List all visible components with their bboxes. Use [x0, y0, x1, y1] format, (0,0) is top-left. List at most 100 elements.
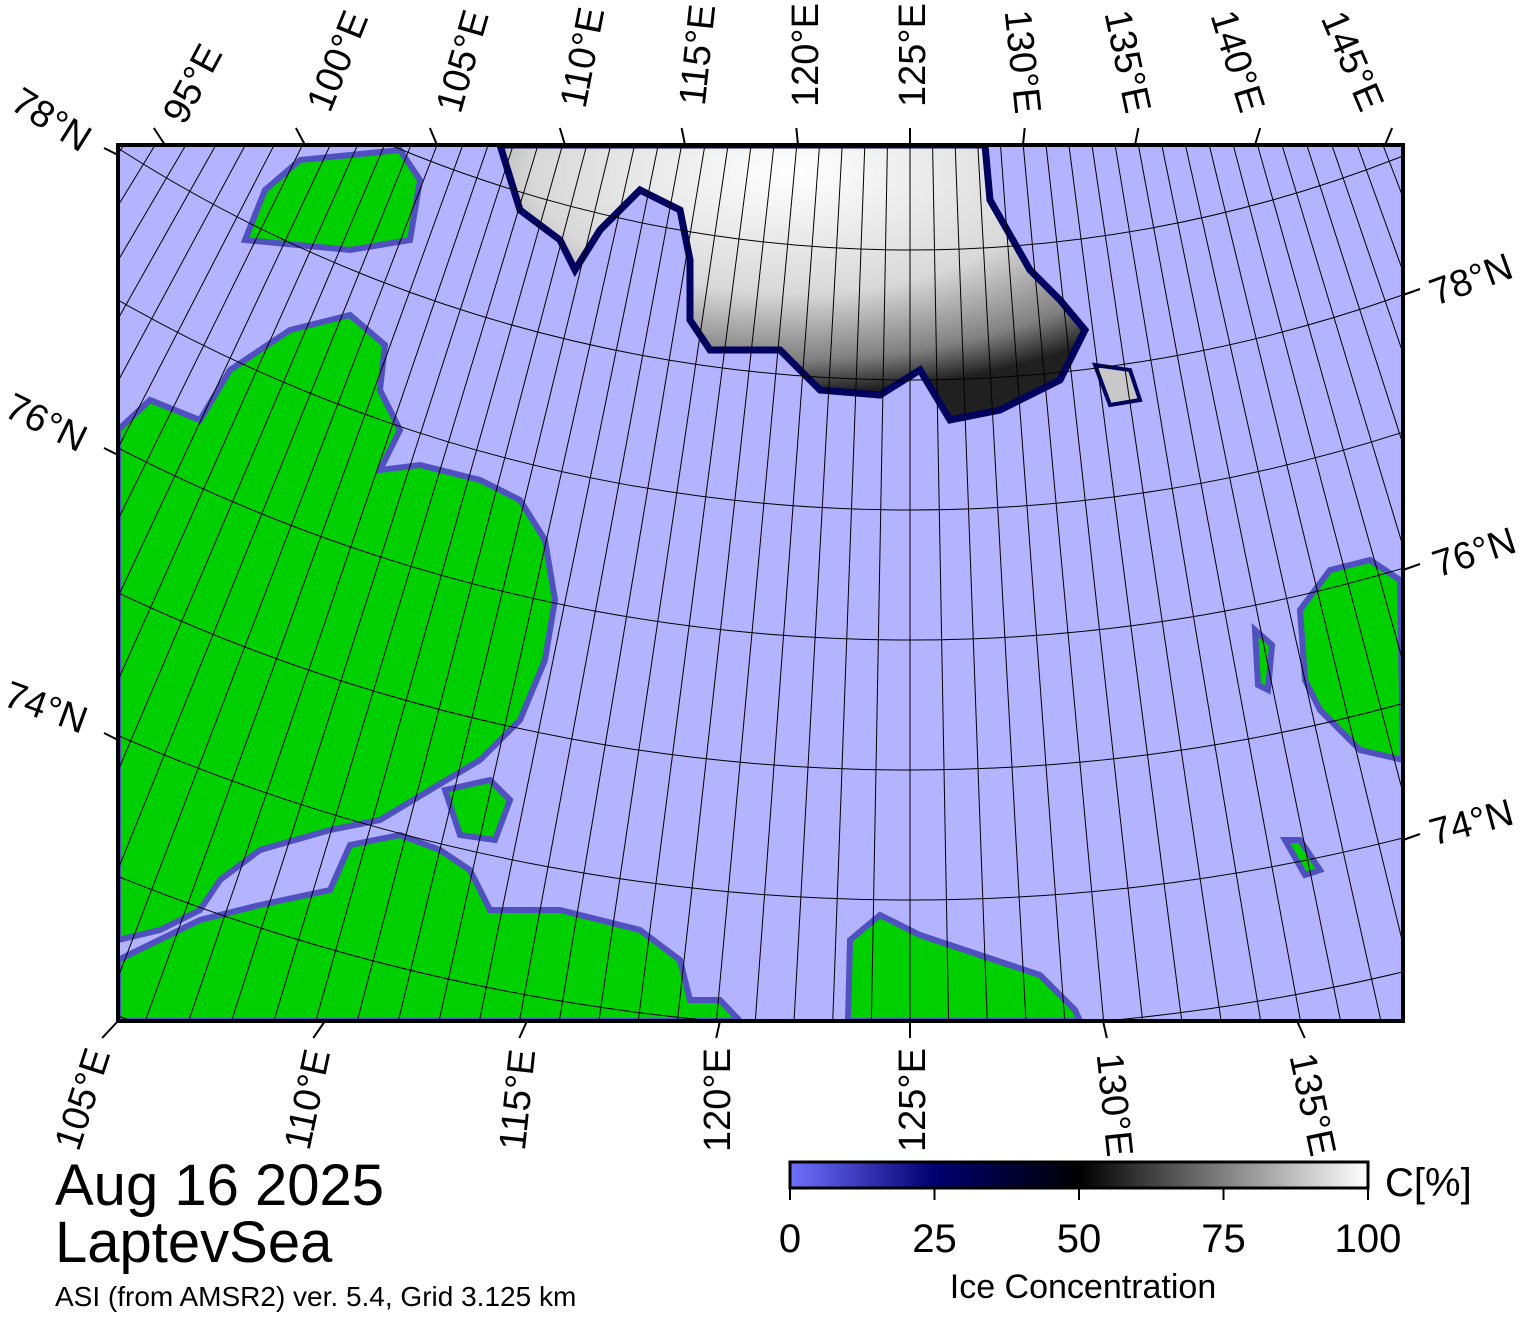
tick — [312, 1020, 326, 1039]
region: LaptevSea — [55, 1210, 333, 1275]
coord-label: 140°E — [1202, 6, 1273, 118]
meridian — [558, 145, 706, 1021]
map-frame — [116, 143, 1405, 1023]
coord-label: 105°E — [47, 1043, 119, 1155]
tick — [558, 127, 566, 146]
tick — [680, 127, 686, 146]
coord-label: 100°E — [299, 5, 377, 117]
coord-label: 130°E — [996, 8, 1049, 116]
meridian — [715, 145, 798, 1021]
meridian — [397, 145, 612, 1021]
coord-label: 115°E — [672, 2, 724, 107]
meridian — [118, 145, 359, 682]
meridian — [1232, 145, 1403, 795]
coord-label: 125°E — [892, 1048, 934, 1152]
coord-label: 110°E — [277, 1046, 339, 1154]
coord-label: 120°E — [785, 3, 827, 107]
meridian — [1161, 145, 1342, 1021]
meridian — [1114, 145, 1262, 1021]
coord-label: 110°E — [553, 4, 614, 111]
coord-label: 95°E — [155, 38, 231, 131]
tick — [1296, 1020, 1306, 1039]
tick — [1402, 833, 1421, 841]
meridian — [932, 145, 950, 1021]
meridian — [999, 145, 1066, 1021]
meridian — [793, 145, 843, 1021]
coord-label: 125°E — [892, 3, 934, 107]
meridian — [1356, 145, 1403, 273]
meridian — [231, 145, 514, 1021]
meridian — [954, 145, 988, 1021]
tick — [101, 1020, 119, 1039]
colorbar — [788, 1160, 1370, 1190]
meridian — [118, 145, 331, 598]
tick — [715, 1020, 721, 1039]
coord-label: 145°E — [1312, 5, 1391, 117]
colorbar-title: Ice Concentration — [950, 1268, 1217, 1306]
meridian — [518, 145, 683, 1021]
meridian — [315, 145, 564, 1021]
coord-label: 76°N — [1428, 520, 1522, 586]
meridian — [754, 145, 821, 1021]
meridian — [118, 145, 412, 871]
colorbar-unit: C[%] — [1385, 1161, 1472, 1205]
meridian — [637, 145, 752, 1021]
meridian — [1331, 145, 1403, 355]
sea-ice — [496, 145, 1090, 424]
tick — [1254, 127, 1262, 146]
colorbar-tick-label: 0 — [779, 1217, 801, 1261]
coord-label: 135°E — [1096, 6, 1159, 116]
meridian — [188, 145, 489, 1021]
tick — [152, 127, 166, 146]
coord-label: 78°N — [4, 80, 98, 161]
meridian — [1281, 145, 1403, 549]
meridian — [356, 145, 588, 1021]
meridian — [118, 145, 386, 773]
tick — [103, 732, 119, 741]
coord-label: 74°N — [1425, 792, 1518, 855]
meridian — [118, 145, 438, 979]
land — [118, 146, 1403, 1021]
tick — [428, 127, 438, 146]
meridian — [1184, 145, 1382, 1021]
colorbar-tick-label: 50 — [1057, 1217, 1102, 1261]
meridian — [1045, 145, 1144, 1021]
tick — [103, 447, 119, 456]
coord-label: 74°N — [0, 674, 93, 743]
tick — [1022, 127, 1026, 146]
parallel — [389, 145, 1403, 251]
meridian — [1306, 145, 1403, 446]
meridian — [273, 145, 539, 1021]
meridian — [1256, 145, 1403, 664]
meridian — [977, 145, 1027, 1021]
meridian — [832, 145, 866, 1021]
parallel — [118, 147, 1403, 381]
meridian — [478, 145, 659, 1021]
coord-label: 105°E — [429, 6, 498, 118]
tick — [1402, 563, 1421, 571]
meridian — [598, 145, 729, 1021]
meridian — [870, 145, 888, 1021]
meridian — [1022, 145, 1105, 1021]
tick — [295, 127, 306, 146]
coord-label: 120°E — [697, 1048, 739, 1152]
tick — [1134, 127, 1140, 146]
meridian — [118, 145, 304, 521]
source: ASI (from AMSR2) ver. 5.4, Grid 3.125 km — [55, 1281, 576, 1312]
meridian — [1091, 145, 1222, 1021]
coord-label: 78°N — [1424, 246, 1518, 315]
coord-label: 76°N — [0, 386, 93, 461]
date: Aug 16 2025 — [55, 1153, 384, 1218]
meridian — [676, 145, 775, 1021]
meridian — [1068, 145, 1183, 1021]
colorbar-tick-label: 100 — [1335, 1217, 1402, 1261]
coord-label: 130°E — [1088, 1051, 1141, 1159]
colorbar-tick-label: 25 — [912, 1217, 957, 1261]
tick — [1402, 288, 1421, 296]
colorbar-tick-label: 75 — [1201, 1217, 1246, 1261]
coord-label: 115°E — [492, 1047, 544, 1152]
tick — [1384, 127, 1394, 146]
